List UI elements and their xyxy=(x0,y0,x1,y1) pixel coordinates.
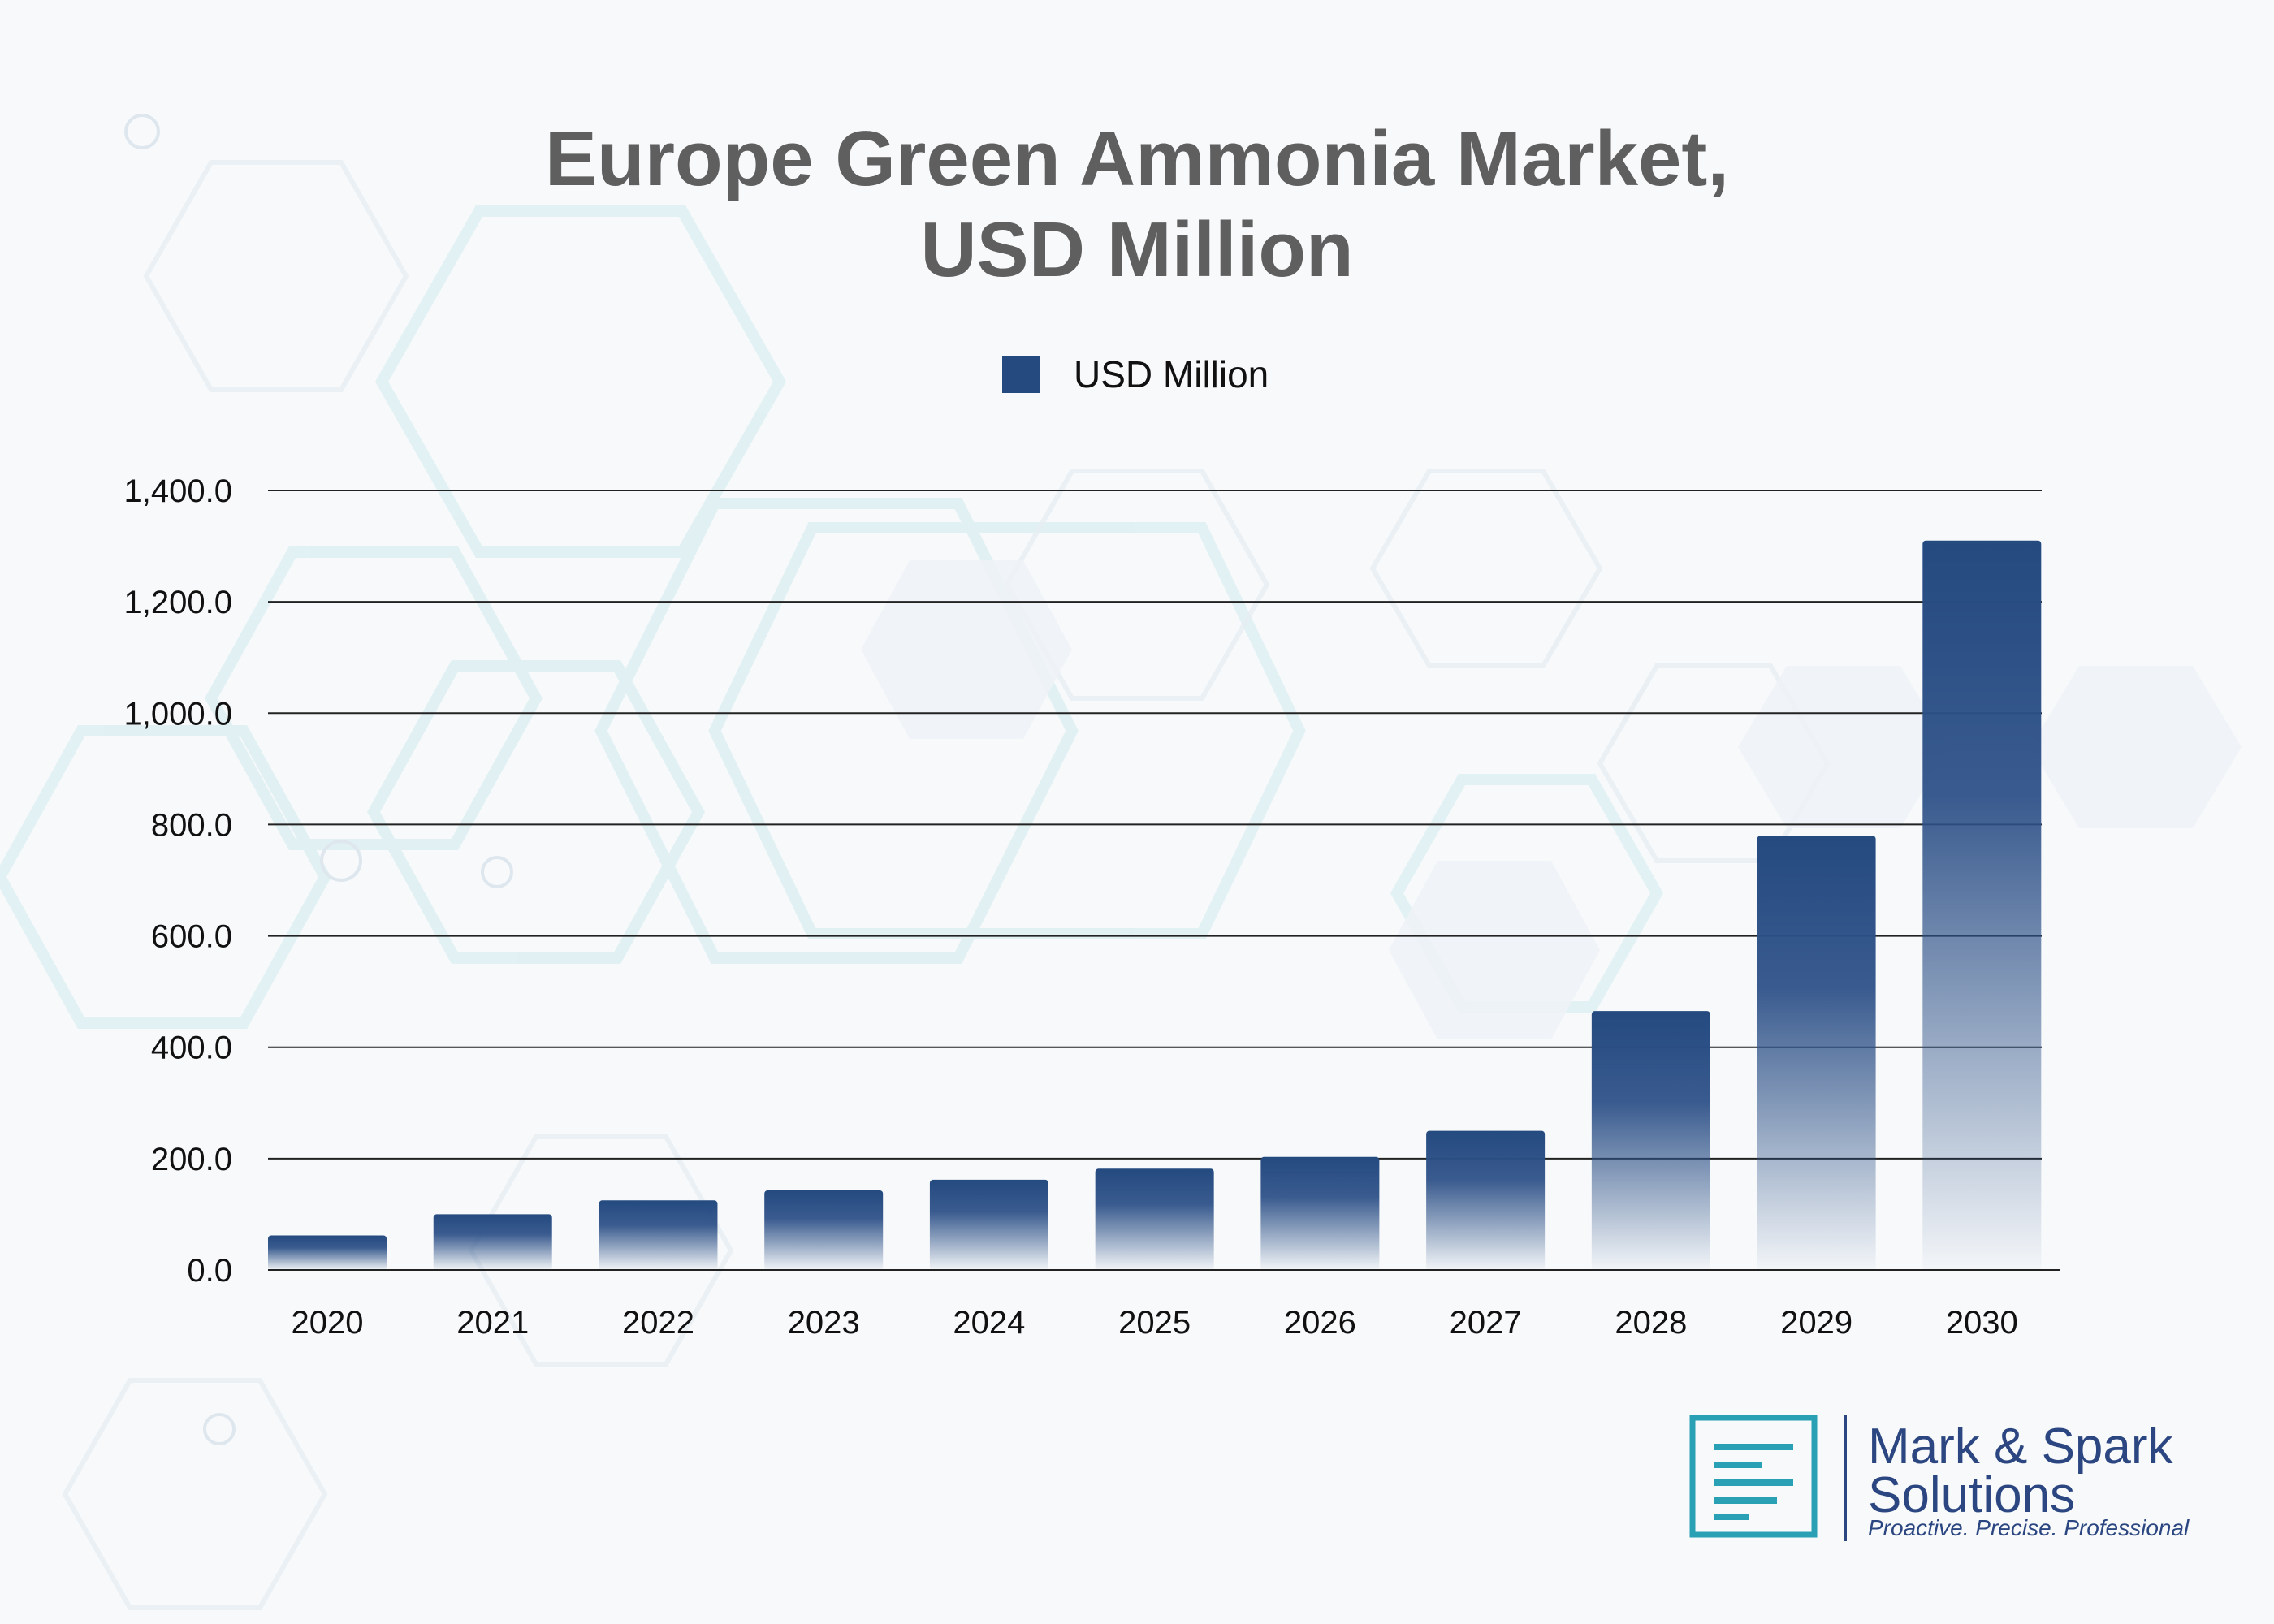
bar-2027 xyxy=(1426,1130,1546,1270)
brand-name-line-2: Solutions xyxy=(1868,1467,2076,1523)
x-axis-tick-labels: 2020 2021 2022 2023 2024 2025 2026 2027 2028 2029… xyxy=(292,1305,2018,1341)
document-lines-icon xyxy=(1689,1415,1818,1538)
bar-2026 xyxy=(1260,1156,1380,1270)
legend: USD Million xyxy=(1002,352,1269,396)
y-tick-label: 0.0 xyxy=(187,1253,232,1289)
y-tick-label: 200.0 xyxy=(151,1142,232,1177)
logo-divider xyxy=(1844,1415,1847,1541)
y-tick-label: 600.0 xyxy=(151,919,232,955)
x-tick-label: 2024 xyxy=(953,1305,1025,1341)
bar-2024 xyxy=(929,1179,1048,1270)
legend-swatch xyxy=(1002,356,1040,393)
x-tick-label: 2023 xyxy=(788,1305,860,1341)
x-tick-label: 2021 xyxy=(456,1305,529,1341)
legend-label: USD Million xyxy=(1074,353,1269,395)
x-tick-label: 2025 xyxy=(1118,1305,1191,1341)
bar-2028 xyxy=(1591,1011,1710,1270)
chart-title-line-1: Europe Green Ammonia Market, xyxy=(544,115,1730,202)
y-tick-label: 800.0 xyxy=(151,807,232,843)
bar-2029 xyxy=(1757,836,1876,1270)
x-tick-label: 2029 xyxy=(1780,1305,1852,1341)
x-tick-label: 2026 xyxy=(1284,1305,1356,1341)
x-tick-label: 2028 xyxy=(1615,1305,1687,1341)
x-tick-label: 2027 xyxy=(1450,1305,1522,1341)
x-tick-label: 2020 xyxy=(292,1305,364,1341)
x-tick-label: 2022 xyxy=(622,1305,694,1341)
brand-name-line-1: Mark & Spark xyxy=(1868,1419,2173,1475)
y-tick-label: 1,400.0 xyxy=(124,473,232,509)
bar-2022 xyxy=(599,1200,718,1270)
gridlines xyxy=(268,490,2042,1160)
y-tick-label: 1,000.0 xyxy=(124,696,232,732)
bar-2030 xyxy=(1922,540,2042,1270)
bar-2023 xyxy=(764,1190,884,1270)
bar-2020 xyxy=(268,1235,387,1270)
brand-tagline: Proactive. Precise. Professional xyxy=(1868,1515,2190,1540)
mark-spark-logo xyxy=(1689,1415,1847,1541)
bars xyxy=(268,540,2042,1270)
x-tick-label: 2030 xyxy=(1946,1305,2018,1341)
y-tick-label: 400.0 xyxy=(151,1030,232,1066)
y-tick-label: 1,200.0 xyxy=(124,585,232,620)
y-axis-tick-labels: 0.0 200.0 400.0 600.0 800.0 1,000.0 1,200.0 1,4… xyxy=(124,473,232,1289)
chart-title-line-2: USD Million xyxy=(920,206,1354,293)
bar-2025 xyxy=(1095,1168,1214,1270)
bar-2021 xyxy=(433,1214,552,1270)
